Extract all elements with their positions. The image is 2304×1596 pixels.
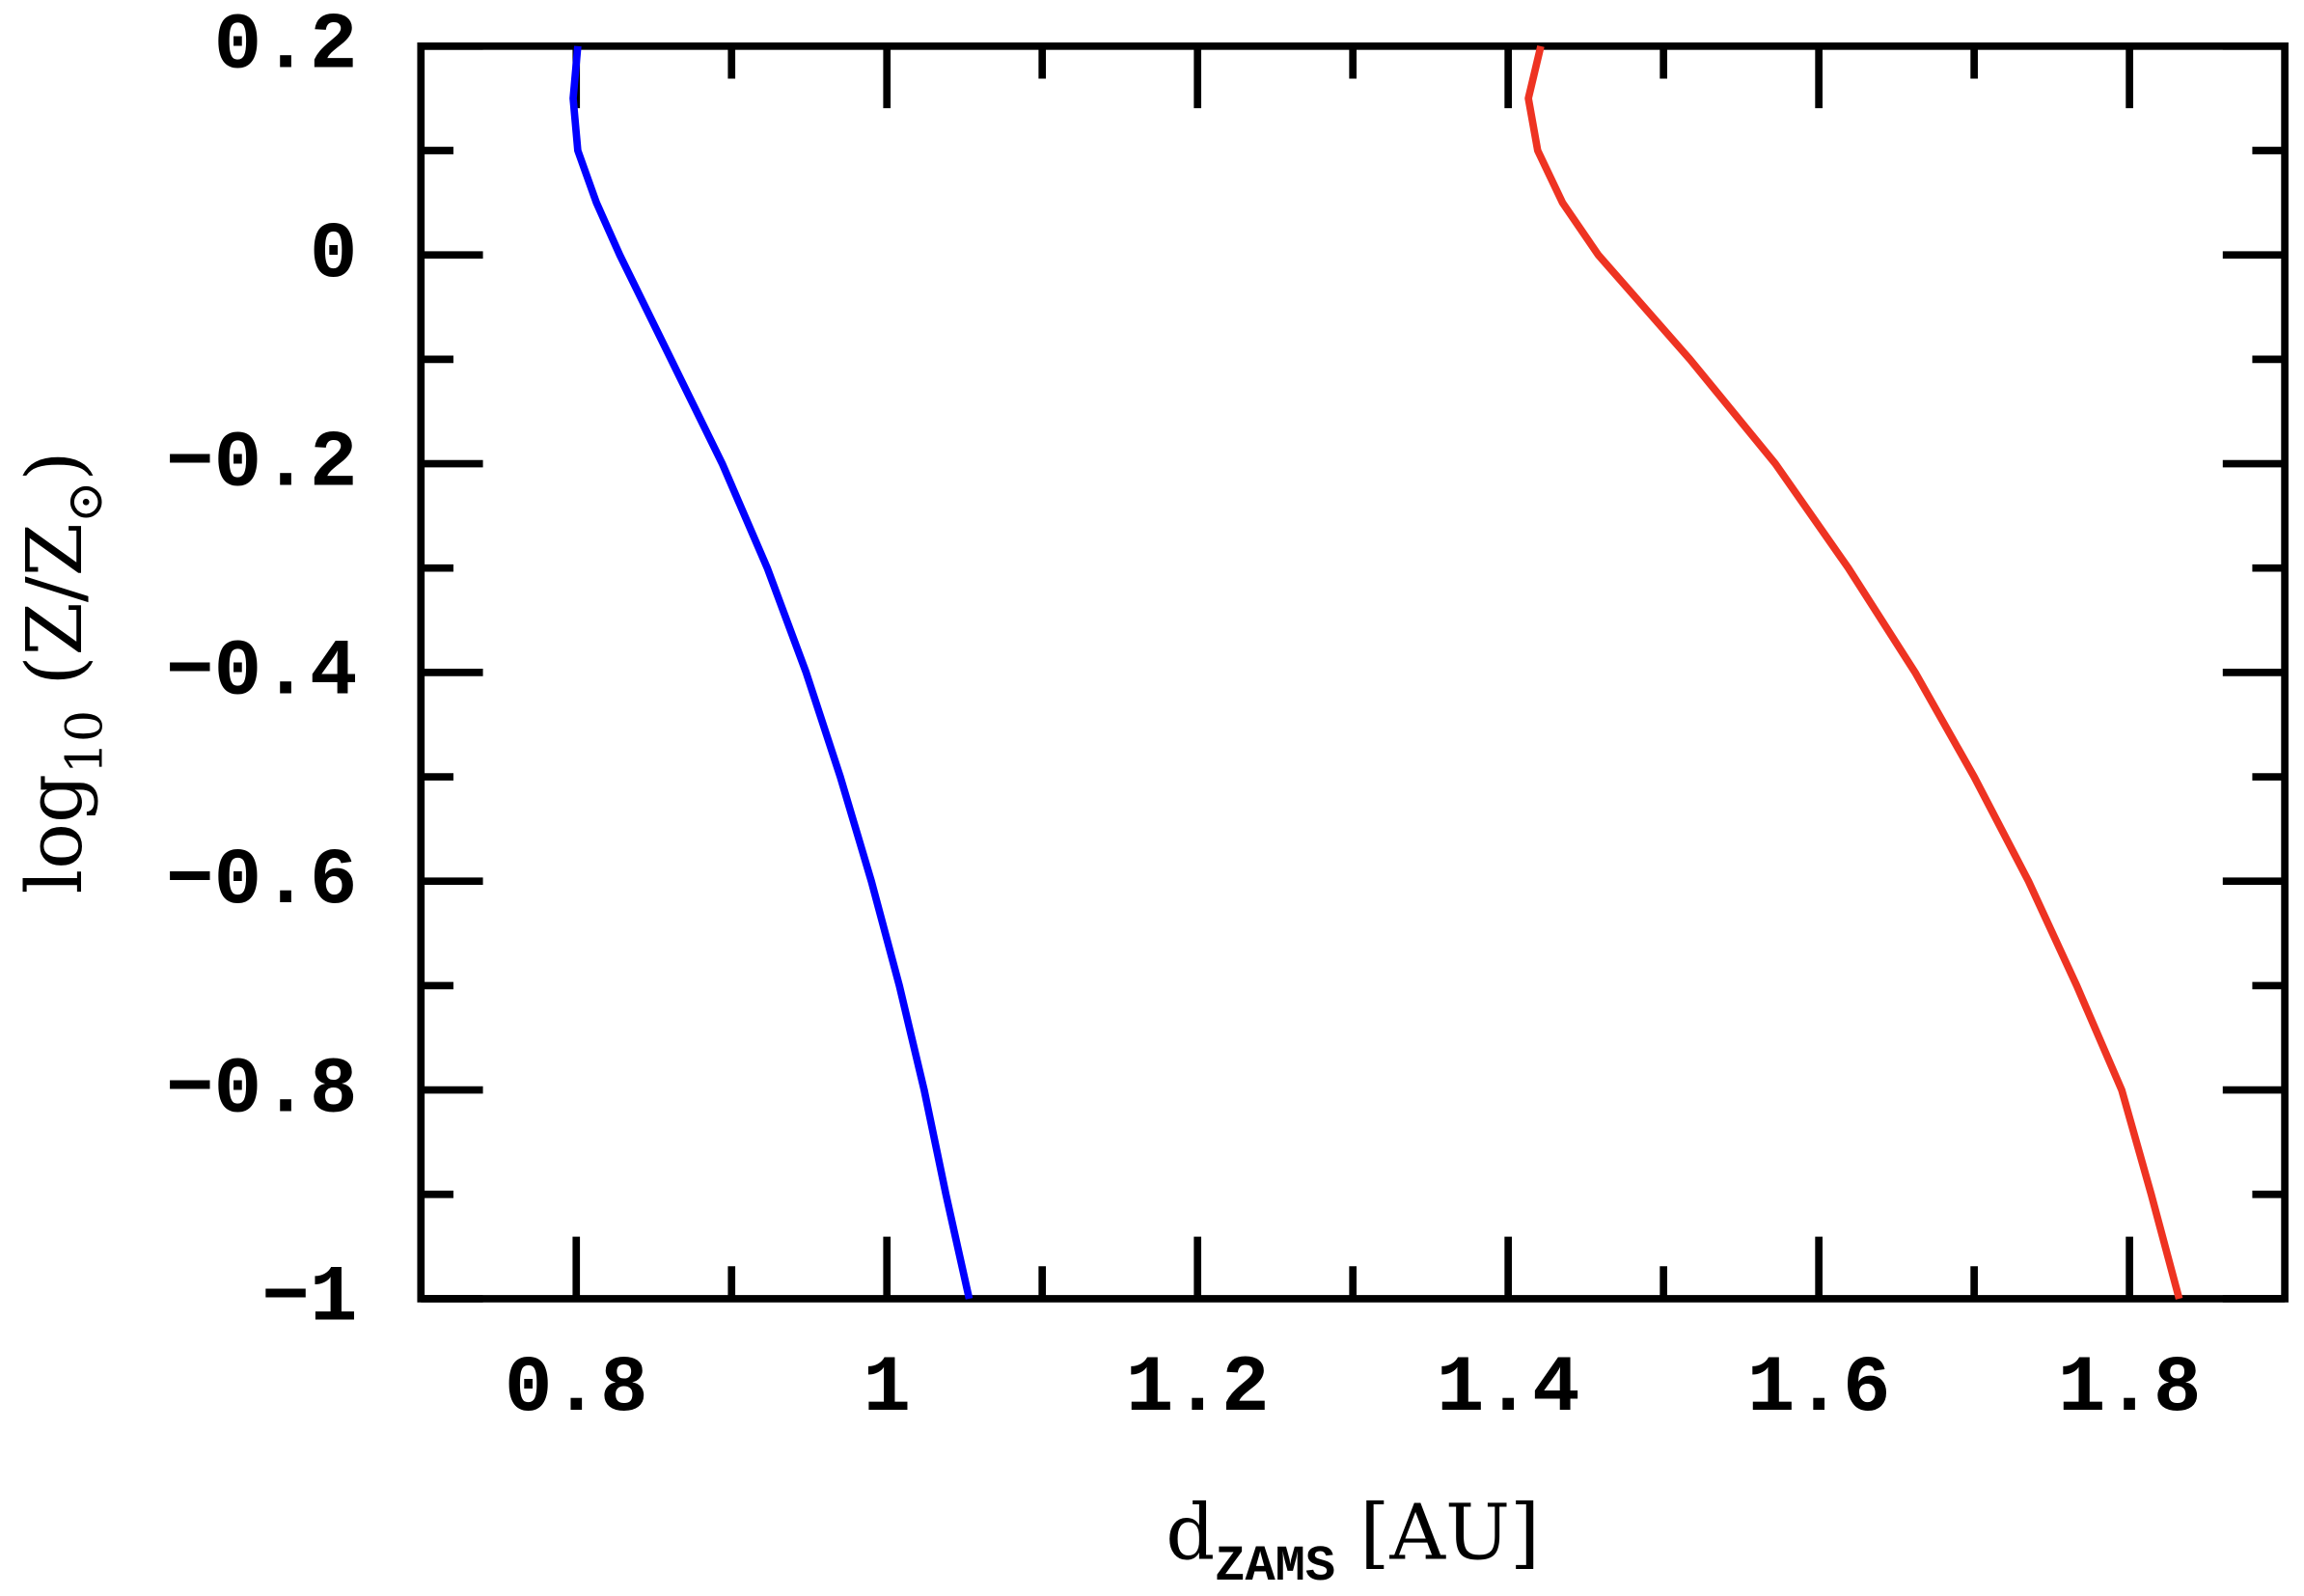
y-tick-label: 0.2 bbox=[214, 1, 358, 92]
y-tick-label: −0.6 bbox=[166, 836, 357, 926]
x-tick-label: 1.4 bbox=[1437, 1343, 1580, 1434]
line-series bbox=[1524, 44, 2183, 1300]
y-tick-label: −1 bbox=[261, 1253, 357, 1344]
x-axis-label: dZAMS [AU] bbox=[1166, 1487, 1540, 1594]
x-tick-label: 1.6 bbox=[1747, 1343, 1891, 1434]
y-tick-label: −0.4 bbox=[166, 627, 357, 718]
plot-frame bbox=[417, 42, 2289, 1303]
x-tick-label: 1.8 bbox=[2058, 1343, 2202, 1434]
y-tick-label: −0.2 bbox=[166, 418, 357, 509]
y-tick-label: 0 bbox=[310, 209, 358, 300]
line-series bbox=[569, 45, 974, 1300]
x-tick-label: 0.8 bbox=[505, 1343, 648, 1434]
y-axis-label: log10 (Z/Z⊙) bbox=[10, 451, 114, 894]
x-tick-label: 1 bbox=[863, 1343, 911, 1434]
y-tick-label: −0.8 bbox=[166, 1044, 357, 1135]
x-tick-label: 1.2 bbox=[1126, 1343, 1270, 1434]
